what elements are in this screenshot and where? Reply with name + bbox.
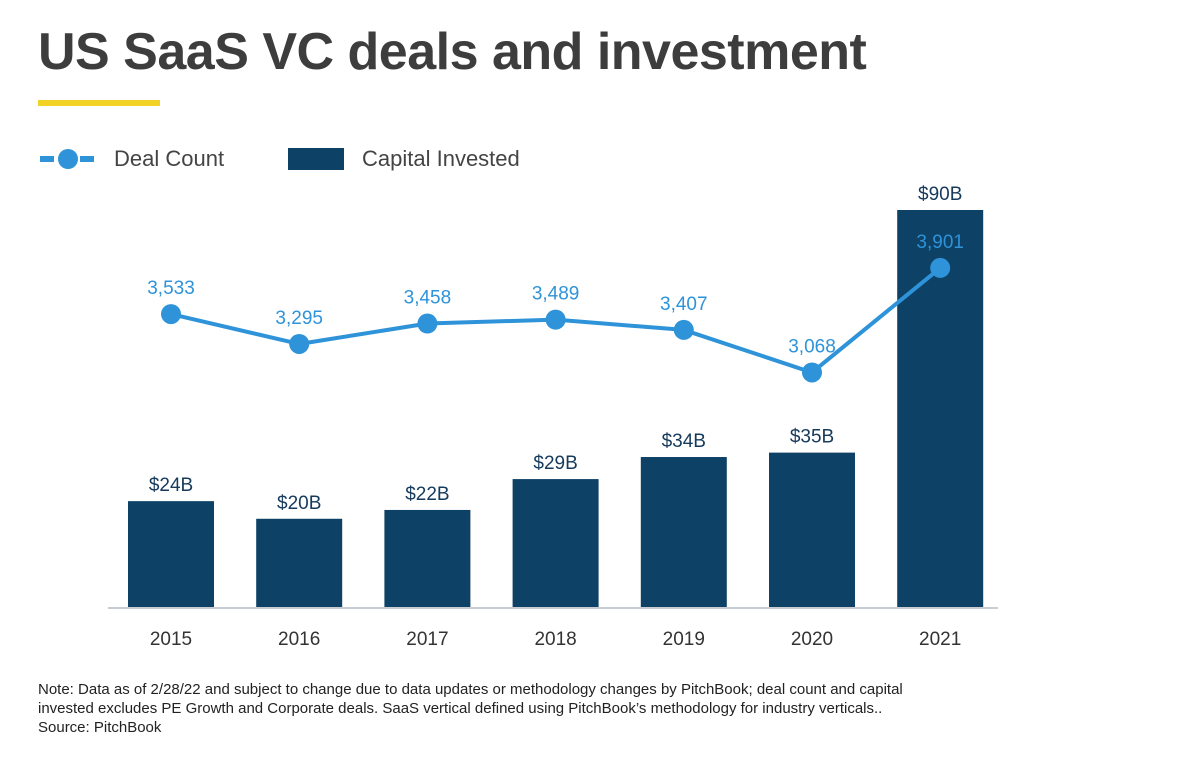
capital-bar-label-2016: $20B — [277, 493, 321, 514]
legend-label-deal-count: Deal Count — [114, 146, 225, 171]
capital-bar-2019 — [640, 457, 727, 607]
deal-count-point-2017 — [417, 313, 438, 334]
capital-bar-2020 — [769, 452, 855, 607]
capital-bar-2018 — [512, 479, 599, 607]
x-tick-label-2021: 2021 — [919, 629, 961, 650]
x-tick-label-2018: 2018 — [534, 629, 576, 650]
deal-count-point-2019 — [673, 319, 694, 340]
chart-plot: $24B 2015 $20B 2016 $22B 2017 $29B 2018 $34B 2019… — [108, 184, 998, 650]
deal-count-label-2018: 3,489 — [532, 284, 580, 305]
x-tick-label-2016: 2016 — [278, 629, 320, 650]
footnote: Note: Data as of 2/28/22 and subject to … — [38, 680, 1168, 737]
deal-count-label-2019: 3,407 — [660, 294, 708, 315]
deal-count-point-2016 — [289, 333, 310, 354]
title-accent-bar — [38, 100, 160, 106]
capital-bar-label-2020: $35B — [790, 427, 834, 448]
legend-item-capital-invested: Capital Invested — [288, 142, 520, 176]
x-tick-label-2019: 2019 — [663, 629, 705, 650]
deal-count-label-2016: 3,295 — [275, 308, 323, 329]
deal-count-label-2020: 3,068 — [788, 336, 836, 357]
deal-count-point-2018 — [545, 309, 566, 330]
capital-bar-label-2021: $90B — [918, 184, 962, 205]
chart-title: US SaaS VC deals and investment — [38, 23, 867, 81]
deal-count-label-2017: 3,458 — [404, 288, 452, 309]
capital-bar-label-2018: $29B — [533, 453, 577, 474]
capital-bar-label-2015: $24B — [149, 475, 193, 496]
deal-count-point-2021 — [930, 257, 951, 278]
capital-bar-2015 — [128, 501, 214, 607]
legend-label-capital-invested: Capital Invested — [362, 146, 520, 171]
x-tick-label-2020: 2020 — [791, 629, 833, 650]
deal-count-label-2015: 3,533 — [147, 278, 195, 299]
capital-bar-2017 — [384, 509, 471, 607]
legend-line-marker-icon — [40, 149, 96, 169]
deal-count-point-2020 — [802, 362, 822, 383]
deal-count-point-2015 — [161, 304, 181, 325]
legend-item-deal-count: Deal Count — [40, 142, 224, 176]
x-tick-label-2015: 2015 — [150, 629, 192, 650]
footnote-line-3: Source: PitchBook — [38, 719, 162, 736]
deal-count-label-2021: 3,901 — [916, 232, 964, 253]
capital-bar-label-2017: $22B — [405, 484, 449, 505]
legend-bar-swatch-icon — [288, 148, 344, 170]
footnote-line-2: invested excludes PE Growth and Corporat… — [38, 700, 883, 717]
x-tick-label-2017: 2017 — [406, 629, 448, 650]
footnote-line-1: Note: Data as of 2/28/22 and subject to … — [38, 681, 903, 698]
capital-bar-label-2019: $34B — [662, 431, 706, 452]
capital-bar-2016 — [256, 518, 343, 607]
